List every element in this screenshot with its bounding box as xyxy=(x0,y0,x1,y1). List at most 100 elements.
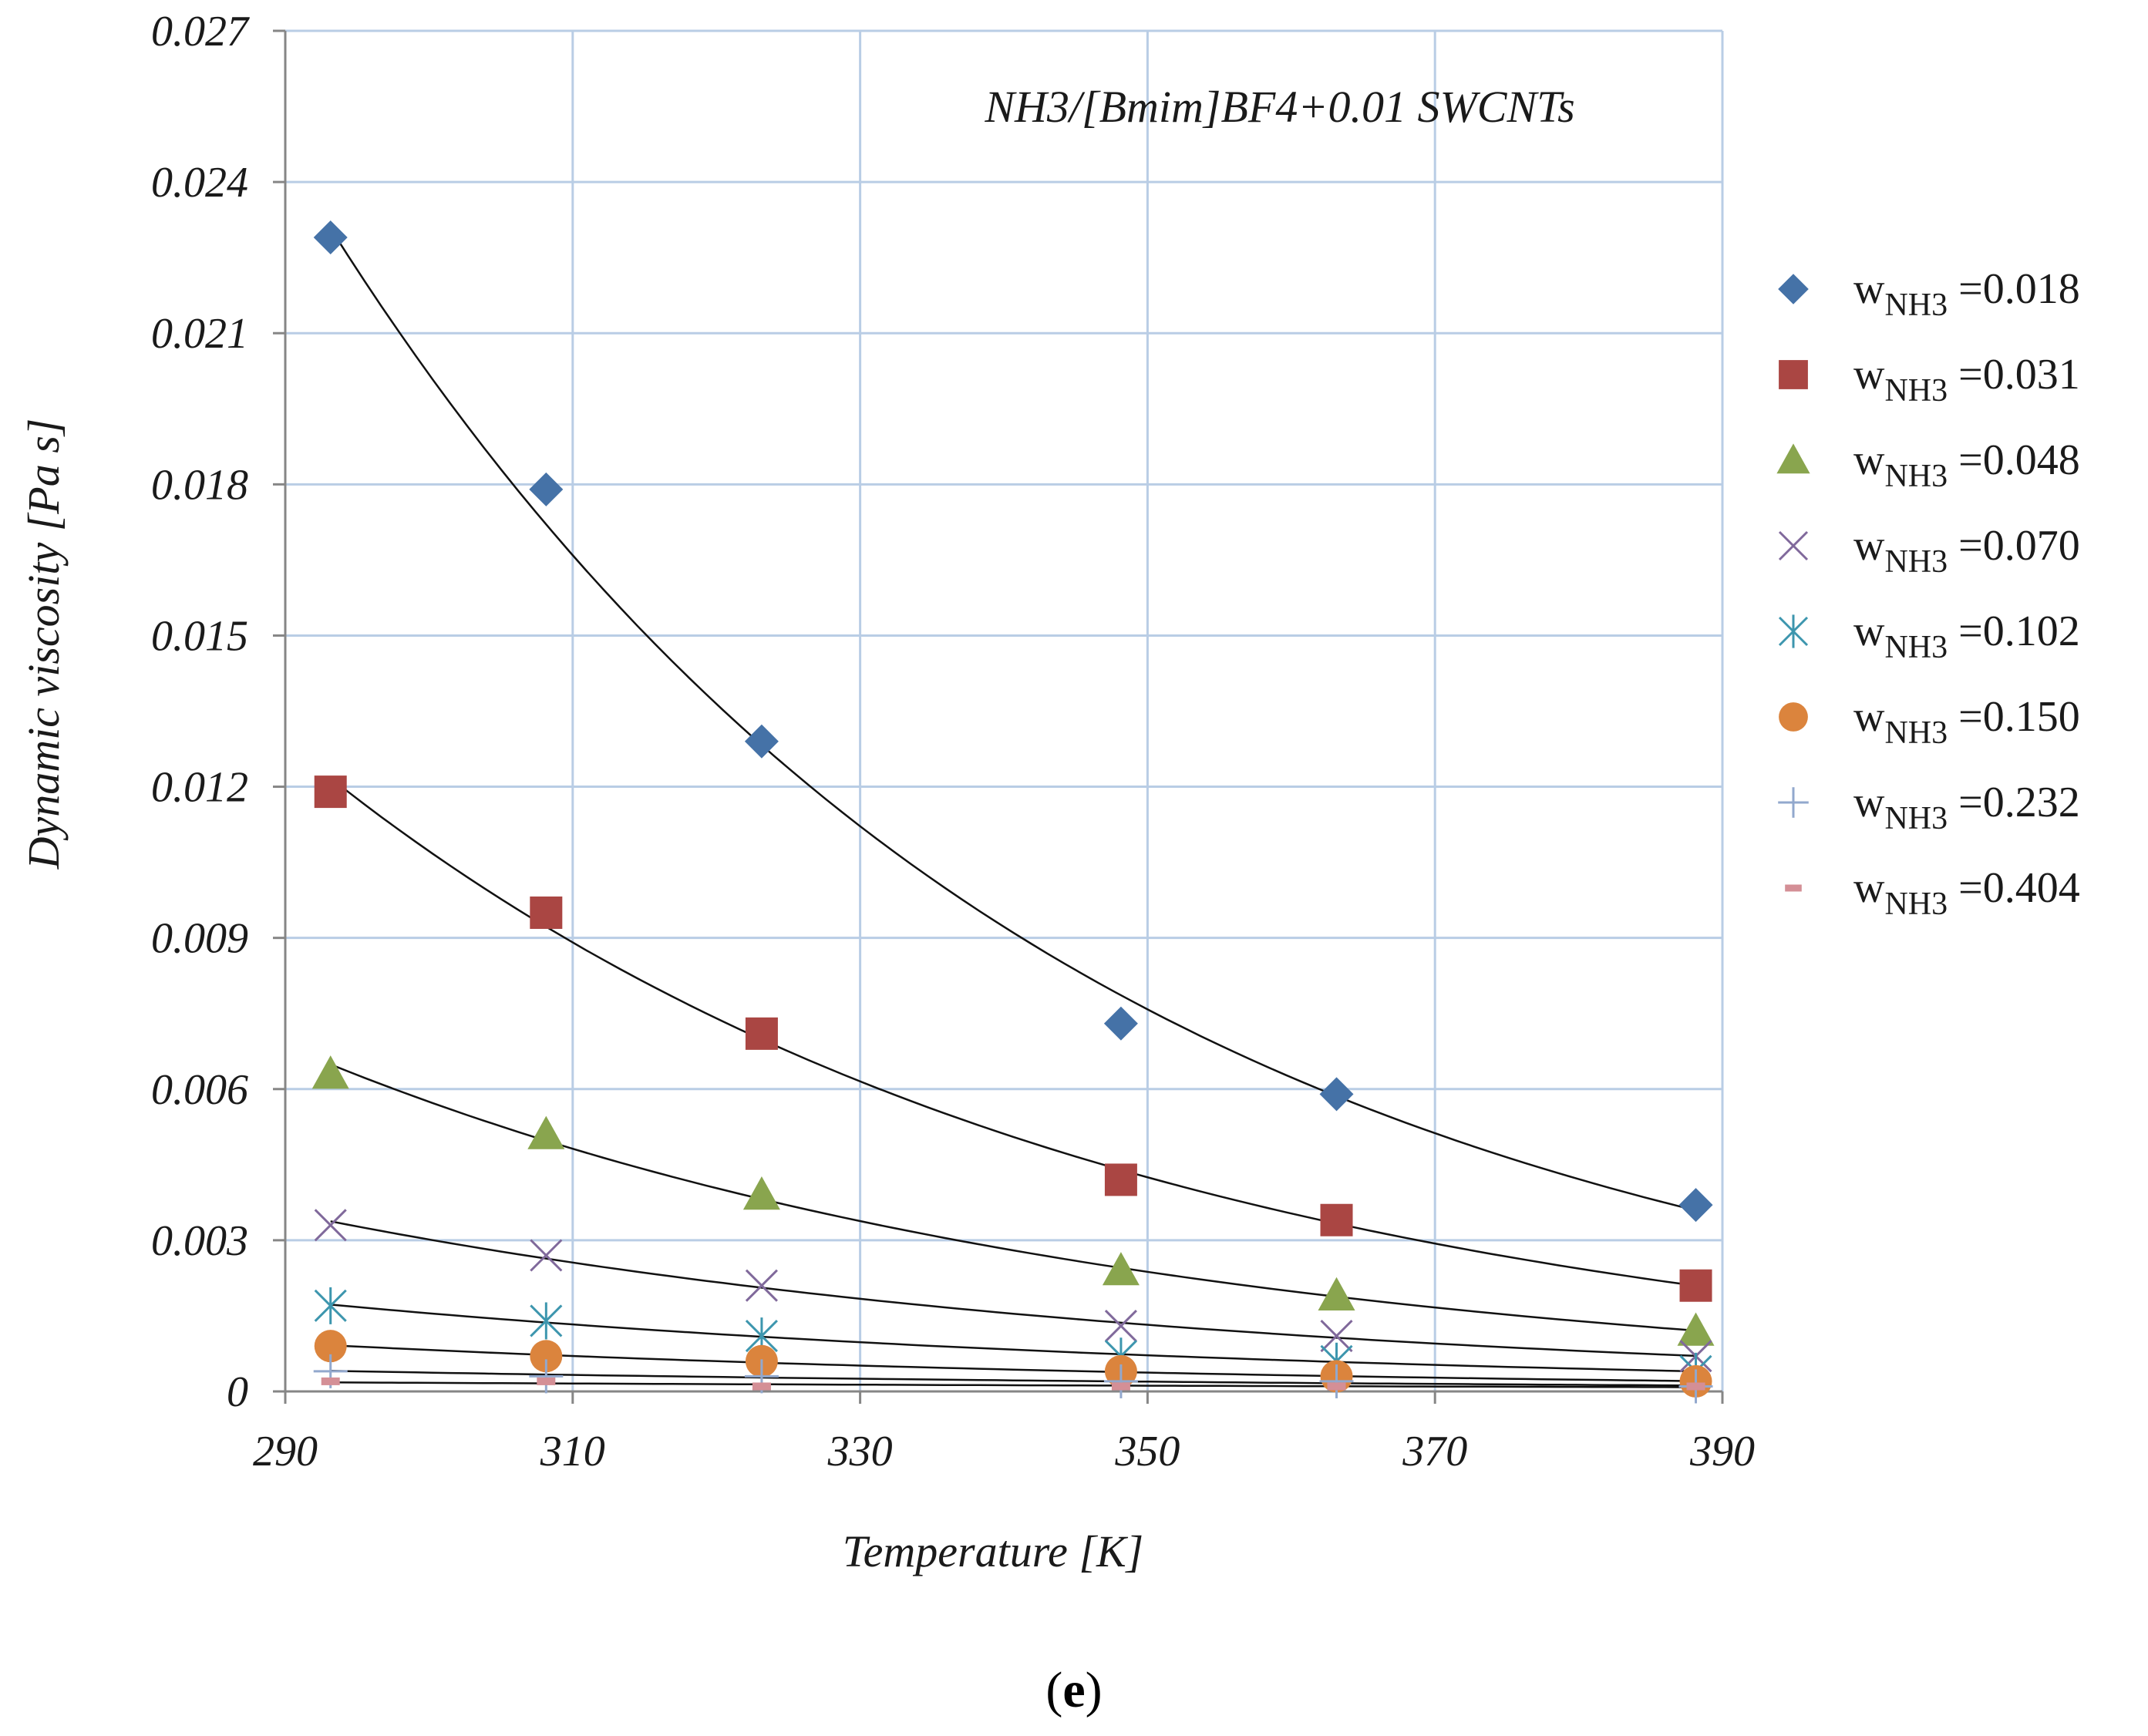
legend-item: wNH3 =0.150 xyxy=(1779,693,2080,751)
circle-marker xyxy=(530,1340,563,1373)
triangle-marker xyxy=(742,1176,780,1210)
caption-open: ( xyxy=(1045,1662,1062,1718)
data-point xyxy=(321,1377,340,1385)
data-point xyxy=(1104,1309,1137,1343)
data-point xyxy=(1104,1163,1137,1196)
data-point xyxy=(537,1377,556,1385)
square-marker xyxy=(314,775,347,809)
data-point xyxy=(1103,1364,1138,1398)
y-tick-label: 0.024 xyxy=(151,159,248,207)
diamond-marker xyxy=(744,724,779,759)
triangle-marker xyxy=(1677,1312,1715,1346)
data-point xyxy=(1327,1382,1346,1391)
y-tick-label: 0.015 xyxy=(151,612,248,660)
legend-item: wNH3 =0.070 xyxy=(1778,522,2080,580)
data-point xyxy=(1678,1188,1713,1223)
y-tick-label: 0.018 xyxy=(151,461,248,509)
legend-item: wNH3 =0.232 xyxy=(1778,779,2080,836)
trendlines xyxy=(329,227,1696,1388)
data-point xyxy=(1686,1382,1705,1391)
legend-w: w xyxy=(1853,351,1885,399)
data-point xyxy=(1677,1312,1715,1346)
legend-marker xyxy=(1776,443,1810,474)
legend-marker xyxy=(1779,702,1808,732)
legend-value: =0.048 xyxy=(1948,436,2080,484)
x-tick-label: 290 xyxy=(253,1428,318,1475)
legend-subscript: NH3 xyxy=(1884,887,1948,922)
legend-label: wNH3 =0.232 xyxy=(1853,779,2080,836)
legend-subscript: NH3 xyxy=(1884,544,1948,580)
diamond-marker xyxy=(1319,1077,1354,1112)
dash-marker xyxy=(752,1382,771,1391)
trendline xyxy=(329,777,1696,1287)
legend-value: =0.150 xyxy=(1948,693,2080,741)
legend-subscript: NH3 xyxy=(1884,630,1948,665)
x-tick-label: 370 xyxy=(1402,1428,1467,1475)
legend-marker xyxy=(1778,530,1809,561)
y-tick-label: 0 xyxy=(227,1368,248,1416)
dash-marker xyxy=(1686,1382,1705,1391)
legend-subscript: NH3 xyxy=(1884,459,1948,494)
legend-w: w xyxy=(1853,779,1885,826)
diamond-marker xyxy=(1678,1188,1713,1223)
data-point xyxy=(530,1239,563,1272)
y-tick-label: 0.027 xyxy=(151,8,250,56)
data-point xyxy=(1320,1203,1353,1236)
square-marker xyxy=(1320,1203,1353,1236)
legend-label: wNH3 =0.031 xyxy=(1853,351,2080,409)
dash-marker xyxy=(1111,1382,1130,1391)
legend-w: w xyxy=(1853,607,1885,655)
legend-value: =0.031 xyxy=(1948,351,2080,399)
trendline xyxy=(330,1220,1696,1358)
dash-marker xyxy=(321,1377,340,1385)
legend-value: =0.232 xyxy=(1948,779,2080,826)
legend-marker xyxy=(1779,360,1808,389)
data-point xyxy=(529,1359,564,1394)
data-point xyxy=(530,896,563,929)
diamond-marker xyxy=(1778,274,1809,304)
legend-subscript: NH3 xyxy=(1884,801,1948,836)
triangle-marker xyxy=(1102,1252,1140,1286)
legend-label: wNH3 =0.150 xyxy=(1853,693,2080,751)
circle-marker xyxy=(314,1330,347,1363)
caption-letter: e xyxy=(1062,1662,1085,1718)
legend-subscript: NH3 xyxy=(1884,715,1948,751)
diamond-marker xyxy=(529,472,564,506)
legend-w: w xyxy=(1853,436,1885,484)
x-tick-label: 330 xyxy=(827,1428,893,1475)
x-marker-stroke xyxy=(1320,1320,1353,1353)
triangle-marker xyxy=(1776,443,1810,474)
legend-value: =0.102 xyxy=(1948,607,2080,655)
data-point xyxy=(529,472,564,506)
legend-w: w xyxy=(1853,693,1885,741)
data-point xyxy=(1679,1269,1712,1302)
legend-item: wNH3 =0.102 xyxy=(1778,607,2080,665)
triangle-marker xyxy=(527,1115,565,1149)
x-tick-label: 310 xyxy=(540,1428,605,1475)
legend-marker xyxy=(1785,884,1802,892)
legend-item: wNH3 =0.404 xyxy=(1785,864,2080,922)
trendline xyxy=(330,1381,1696,1388)
data-point xyxy=(1102,1252,1140,1286)
legend-marker xyxy=(1778,274,1809,304)
legend-w: w xyxy=(1853,522,1885,570)
trendline xyxy=(330,1063,1696,1332)
data-point xyxy=(1111,1382,1130,1391)
legend-w: w xyxy=(1853,265,1885,313)
triangle-marker xyxy=(311,1055,349,1089)
x-marker-stroke xyxy=(1778,530,1809,561)
data-point xyxy=(1319,1364,1354,1398)
data-point xyxy=(1319,1077,1354,1112)
data-point xyxy=(745,1269,778,1302)
data-point xyxy=(744,724,779,759)
legend-item: wNH3 =0.048 xyxy=(1776,436,2080,494)
caption-close: ) xyxy=(1086,1662,1103,1718)
data-point xyxy=(530,1340,563,1373)
trendline xyxy=(330,1370,1696,1387)
data-markers xyxy=(311,220,1715,1404)
legend-label: wNH3 =0.070 xyxy=(1853,522,2080,580)
legend-marker xyxy=(1778,787,1809,818)
legend-w: w xyxy=(1853,864,1885,912)
